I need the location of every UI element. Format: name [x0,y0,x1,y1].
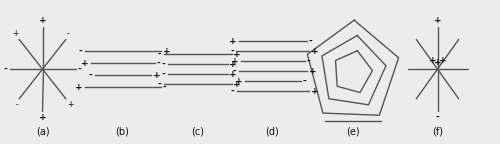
Text: +: + [230,60,237,69]
Text: +: + [67,100,73,109]
Text: -: - [231,87,234,96]
Text: -: - [436,113,440,122]
Text: -: - [89,71,92,80]
Text: +: + [310,87,318,96]
Text: (f): (f) [432,127,443,137]
Text: -: - [78,65,81,74]
Text: +: + [229,37,236,46]
Text: -: - [233,67,236,76]
Text: +: + [428,56,436,65]
Text: +: + [38,113,46,122]
Text: -: - [67,29,70,38]
Text: -: - [162,60,166,69]
Text: -: - [158,50,162,59]
Text: -: - [16,100,18,109]
Text: -: - [162,83,166,92]
Text: -: - [308,37,312,46]
Text: +: + [152,71,160,80]
Text: +: + [75,83,82,92]
Text: +: + [434,16,442,25]
Text: -: - [306,57,310,66]
Text: +: + [231,57,238,66]
Text: -: - [162,70,166,79]
Text: -: - [231,47,234,56]
Text: (b): (b) [116,127,130,137]
Text: +: + [162,47,170,56]
Text: +: + [230,70,237,79]
Text: -: - [158,80,162,89]
Text: +: + [81,59,88,68]
Text: +: + [310,47,318,56]
Text: +: + [438,56,446,65]
Text: (d): (d) [266,127,280,137]
Text: (e): (e) [346,127,360,137]
Text: +: + [234,80,241,89]
Text: +: + [308,67,316,76]
Text: +: + [38,16,46,25]
Text: -: - [156,59,160,68]
Text: +: + [235,77,242,86]
Text: (c): (c) [191,127,204,137]
Text: -: - [302,77,306,86]
Text: +: + [434,58,442,67]
Text: -: - [4,65,8,74]
Text: +: + [12,29,18,38]
Text: -: - [79,47,82,56]
Text: +: + [234,50,241,59]
Text: (a): (a) [36,127,50,137]
